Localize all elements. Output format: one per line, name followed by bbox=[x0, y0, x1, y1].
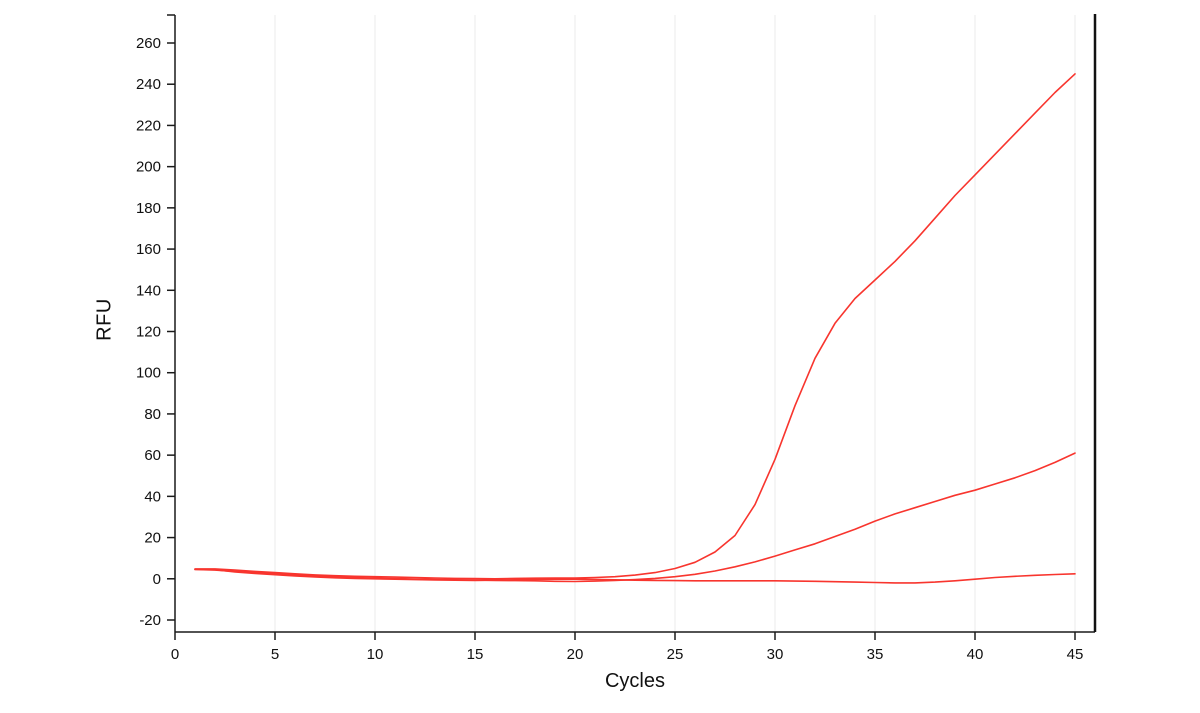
x-tick-label-35: 35 bbox=[867, 646, 884, 663]
y-tick-label-120: 120 bbox=[136, 324, 161, 341]
y-tick-label-40: 40 bbox=[144, 488, 161, 505]
y-tick-label-80: 80 bbox=[144, 406, 161, 423]
x-tick-label-25: 25 bbox=[667, 646, 684, 663]
series-line-flat-baseline bbox=[194, 568, 1076, 584]
x-tick-label-40: 40 bbox=[967, 646, 984, 663]
x-axis-title: Cycles bbox=[604, 670, 665, 692]
y-tick-label-240: 240 bbox=[136, 76, 161, 93]
y-axis-title: RFU bbox=[93, 298, 116, 341]
y-tick-label-220: 220 bbox=[136, 117, 161, 134]
y-tick-label-0: 0 bbox=[153, 571, 161, 588]
series-line-high-amplification bbox=[194, 73, 1076, 580]
y-tick-label-180: 180 bbox=[136, 200, 161, 217]
x-tick-label-5: 5 bbox=[271, 646, 279, 663]
y-tick-label-260: 260 bbox=[136, 35, 161, 52]
x-tick-label-30: 30 bbox=[767, 646, 784, 663]
x-tick-label-10: 10 bbox=[367, 646, 384, 663]
y-tick-label-200: 200 bbox=[136, 159, 161, 176]
y-tick-label-60: 60 bbox=[144, 447, 161, 464]
y-tick-label-20: 20 bbox=[144, 530, 161, 547]
x-tick-label-15: 15 bbox=[467, 646, 484, 663]
x-tick-label-20: 20 bbox=[567, 646, 584, 663]
x-tick-label-45: 45 bbox=[1067, 646, 1084, 663]
series-line-mid-amplification bbox=[194, 452, 1076, 583]
y-tick-label-100: 100 bbox=[136, 365, 161, 382]
y-tick-label-140: 140 bbox=[136, 282, 161, 299]
x-tick-label-0: 0 bbox=[171, 646, 179, 663]
y-tick-label--20: -20 bbox=[139, 612, 161, 629]
y-tick-label-160: 160 bbox=[136, 241, 161, 258]
